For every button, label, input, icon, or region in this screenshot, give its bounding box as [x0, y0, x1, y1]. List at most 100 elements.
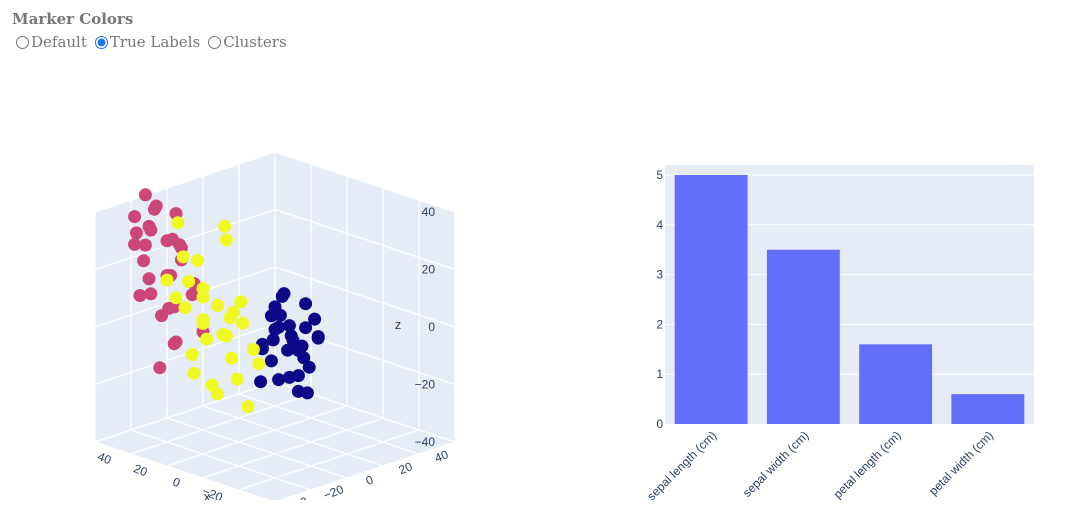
point-yellow-9	[225, 351, 239, 365]
point-yellow-23	[171, 216, 185, 230]
z-tick-label: −40	[415, 435, 436, 449]
point-navy-6	[264, 354, 278, 368]
xy-floor-pane	[95, 382, 455, 500]
point-pink-13	[128, 237, 142, 251]
point-yellow-22	[205, 378, 219, 392]
point-pink-8	[144, 223, 158, 237]
point-yellow-15	[176, 250, 190, 264]
radio-option-true-labels[interactable]: True Labels	[91, 33, 200, 51]
x-tick-label: −40	[236, 496, 260, 500]
y-tick-label: −40	[285, 494, 309, 500]
point-yellow-10	[191, 254, 205, 267]
bar-0	[674, 175, 748, 424]
point-pink-29	[133, 289, 147, 302]
point-navy-25	[254, 375, 268, 389]
marker-colors-title: Marker Colors	[12, 10, 134, 28]
bar-y-tick-label: 5	[656, 168, 663, 182]
x-tick-label: 0	[171, 475, 183, 491]
radio-option-default[interactable]: Default	[12, 33, 87, 51]
point-yellow-26	[178, 301, 192, 315]
point-pink-17	[155, 309, 169, 323]
bar-y-tick-label: 3	[656, 268, 663, 282]
point-navy-28	[300, 386, 314, 400]
point-yellow-27	[252, 357, 266, 371]
point-navy-8	[272, 373, 286, 387]
bar-x-tick-label: petal length (cm)	[831, 428, 904, 501]
point-navy-12	[268, 300, 282, 314]
x-axis-title: x	[204, 489, 211, 500]
bar-3	[951, 394, 1025, 424]
point-yellow-24	[236, 316, 250, 330]
bar-x-tick-label: sepal width (cm)	[740, 428, 812, 500]
radio-clusters[interactable]	[208, 35, 222, 49]
point-navy-13	[302, 360, 316, 374]
point-navy-5	[299, 321, 313, 335]
bar-x-tick-label: petal width (cm)	[926, 428, 996, 498]
point-navy-24	[308, 312, 322, 326]
point-pink-24	[144, 287, 158, 301]
bar-y-tick-label: 0	[656, 417, 663, 431]
point-yellow-5	[182, 274, 196, 288]
bar-x-tick-label: sepal length (cm)	[644, 428, 719, 503]
x-tick-label: 20	[132, 461, 150, 479]
point-pink-15	[137, 254, 151, 268]
y-tick-label: −20	[321, 482, 345, 500]
point-navy-17	[295, 339, 309, 353]
point-yellow-6	[185, 348, 199, 361]
point-pink-22	[167, 337, 181, 351]
point-yellow-19	[210, 298, 224, 312]
point-yellow-29	[219, 233, 233, 247]
point-yellow-11	[200, 332, 214, 346]
point-navy-7	[299, 297, 313, 311]
z-axis-title: z	[395, 317, 402, 332]
point-pink-18	[142, 272, 156, 286]
point-navy-16	[282, 319, 296, 333]
series-yellow	[160, 216, 266, 414]
point-pink-12	[185, 288, 199, 302]
point-navy-14	[284, 329, 298, 343]
point-navy-29	[275, 289, 289, 303]
point-yellow-8	[216, 328, 230, 341]
bar-2	[859, 344, 933, 424]
marker-colors-radio-group: Default True Labels Clusters	[12, 33, 291, 51]
point-yellow-28	[160, 273, 174, 287]
point-yellow-18	[187, 366, 201, 380]
point-yellow-25	[241, 400, 255, 414]
point-pink-10	[147, 202, 161, 216]
bar-1	[766, 249, 840, 424]
point-yellow-13	[169, 291, 183, 305]
point-pink-23	[153, 361, 167, 375]
point-yellow-12	[230, 372, 244, 386]
point-yellow-16	[223, 311, 237, 325]
point-pink-11	[138, 238, 152, 252]
bar-y-tick-label: 2	[656, 317, 663, 331]
y-tick-label: 40	[433, 447, 451, 465]
point-yellow-1	[196, 290, 210, 304]
x-tick-label: 40	[96, 449, 114, 467]
point-yellow-20	[234, 295, 248, 309]
point-navy-23	[311, 330, 325, 344]
bar-y-tick-label: 4	[656, 218, 663, 232]
bar-chart[interactable]: 0 1 2 3 4 5 sepal length (cm) sepal width (cm) p…	[600, 60, 1060, 510]
point-yellow-17	[246, 342, 260, 356]
z-tick-label: −20	[415, 378, 436, 392]
point-pink-26	[138, 188, 152, 202]
point-navy-27	[268, 322, 282, 336]
point-navy-10	[297, 351, 311, 365]
point-pink-5	[165, 232, 179, 246]
point-navy-26	[291, 369, 305, 383]
point-yellow-21	[218, 219, 232, 233]
radio-default-label: Default	[31, 33, 87, 51]
y-tick-label: 0	[364, 472, 376, 488]
scatter-3d-chart[interactable]: −60−40−2002040−60−40−200204040200−20−40x…	[0, 60, 480, 500]
radio-true-labels[interactable]	[94, 35, 108, 49]
point-navy-15	[266, 333, 280, 347]
bar-y-tick-label: 1	[656, 367, 663, 381]
radio-clusters-label: Clusters	[223, 33, 287, 51]
radio-option-clusters[interactable]: Clusters	[204, 33, 287, 51]
z-tick-label: 40	[422, 205, 436, 219]
z-tick-label: 20	[422, 263, 436, 277]
radio-default[interactable]	[16, 35, 29, 49]
point-yellow-3	[196, 313, 210, 327]
z-tick-label: 0	[428, 320, 435, 334]
